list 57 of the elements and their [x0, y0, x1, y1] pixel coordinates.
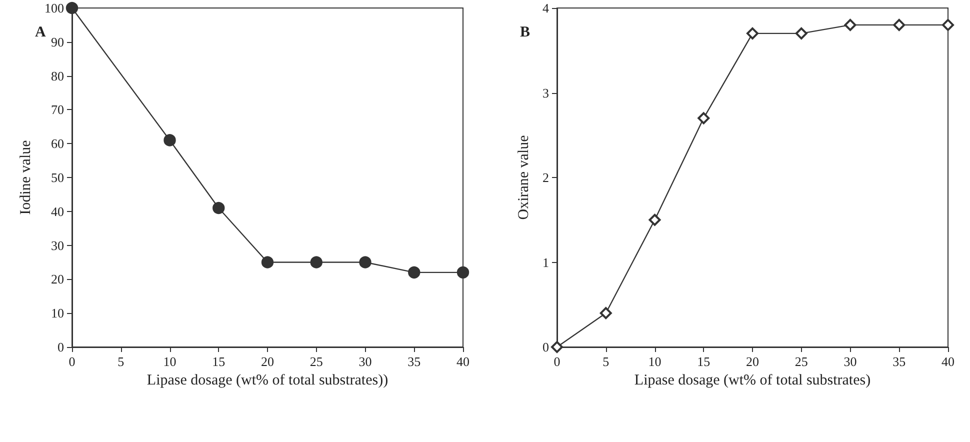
point: [698, 112, 710, 124]
y-tick-label: 90: [51, 34, 64, 50]
x-tick-label: 40: [942, 354, 954, 369]
x-tick-label: 0: [554, 354, 560, 369]
point: [795, 27, 808, 40]
y-tick-label: 4: [542, 0, 550, 16]
y-tick-label: 1: [542, 254, 549, 270]
y-tick-label: 20: [51, 272, 64, 287]
point: [600, 307, 612, 320]
point: [164, 134, 176, 146]
x-tick-label: 5: [118, 354, 124, 369]
y-tick-label: 100: [44, 0, 64, 16]
y-axis-title: Oxirane value: [516, 134, 532, 220]
x-tick-label: 15: [212, 354, 226, 369]
x-tick-label: 20: [746, 354, 759, 369]
point: [893, 18, 906, 31]
x-tick-label: 0: [68, 354, 76, 369]
point: [310, 256, 322, 268]
point: [359, 256, 372, 268]
point: [551, 341, 563, 353]
y-tick-label: 80: [51, 68, 64, 84]
point: [261, 256, 274, 268]
x-tick-label: 30: [844, 354, 857, 369]
x-axis-title: Lipase dosage (wt% of total substrates)): [146, 372, 388, 388]
text: B: [520, 24, 530, 40]
point: [844, 18, 856, 31]
point: [408, 266, 420, 279]
point: [746, 27, 758, 40]
x-tick-label: 35: [408, 354, 421, 369]
x-tick-label: 30: [358, 354, 372, 369]
point: [942, 18, 954, 31]
text: A: [35, 24, 46, 40]
y-tick-label: 0: [58, 340, 64, 354]
x-tick-label: 25: [310, 354, 323, 369]
x-axis-title: Lipase dosage (wt% of total substrates): [634, 372, 871, 388]
y-tick-label: 40: [51, 204, 64, 219]
point: [212, 202, 225, 214]
x-tick-label: 10: [163, 354, 176, 369]
x-tick-label: 20: [261, 354, 274, 369]
y-tick-label: 3: [542, 85, 549, 100]
x-tick-label: 10: [648, 354, 662, 369]
point: [648, 214, 661, 226]
y-tick-label: 30: [51, 238, 64, 253]
y-tick-label: 2: [542, 170, 549, 185]
point: [66, 2, 78, 14]
x-tick-label: 25: [794, 354, 808, 369]
x-tick-label: 15: [697, 354, 710, 369]
y-axis-title: Iodine value: [18, 140, 34, 215]
x-tick-label: 35: [892, 354, 906, 369]
y-tick-label: 70: [51, 102, 64, 118]
x-tick-label: 40: [456, 354, 470, 369]
y-tick-label: 0: [542, 340, 549, 354]
y-tick-label: 10: [51, 306, 64, 321]
x-tick-label: 5: [602, 354, 610, 369]
y-tick-label: 60: [51, 136, 64, 152]
point: [456, 266, 470, 279]
y-tick-label: 50: [51, 170, 64, 185]
